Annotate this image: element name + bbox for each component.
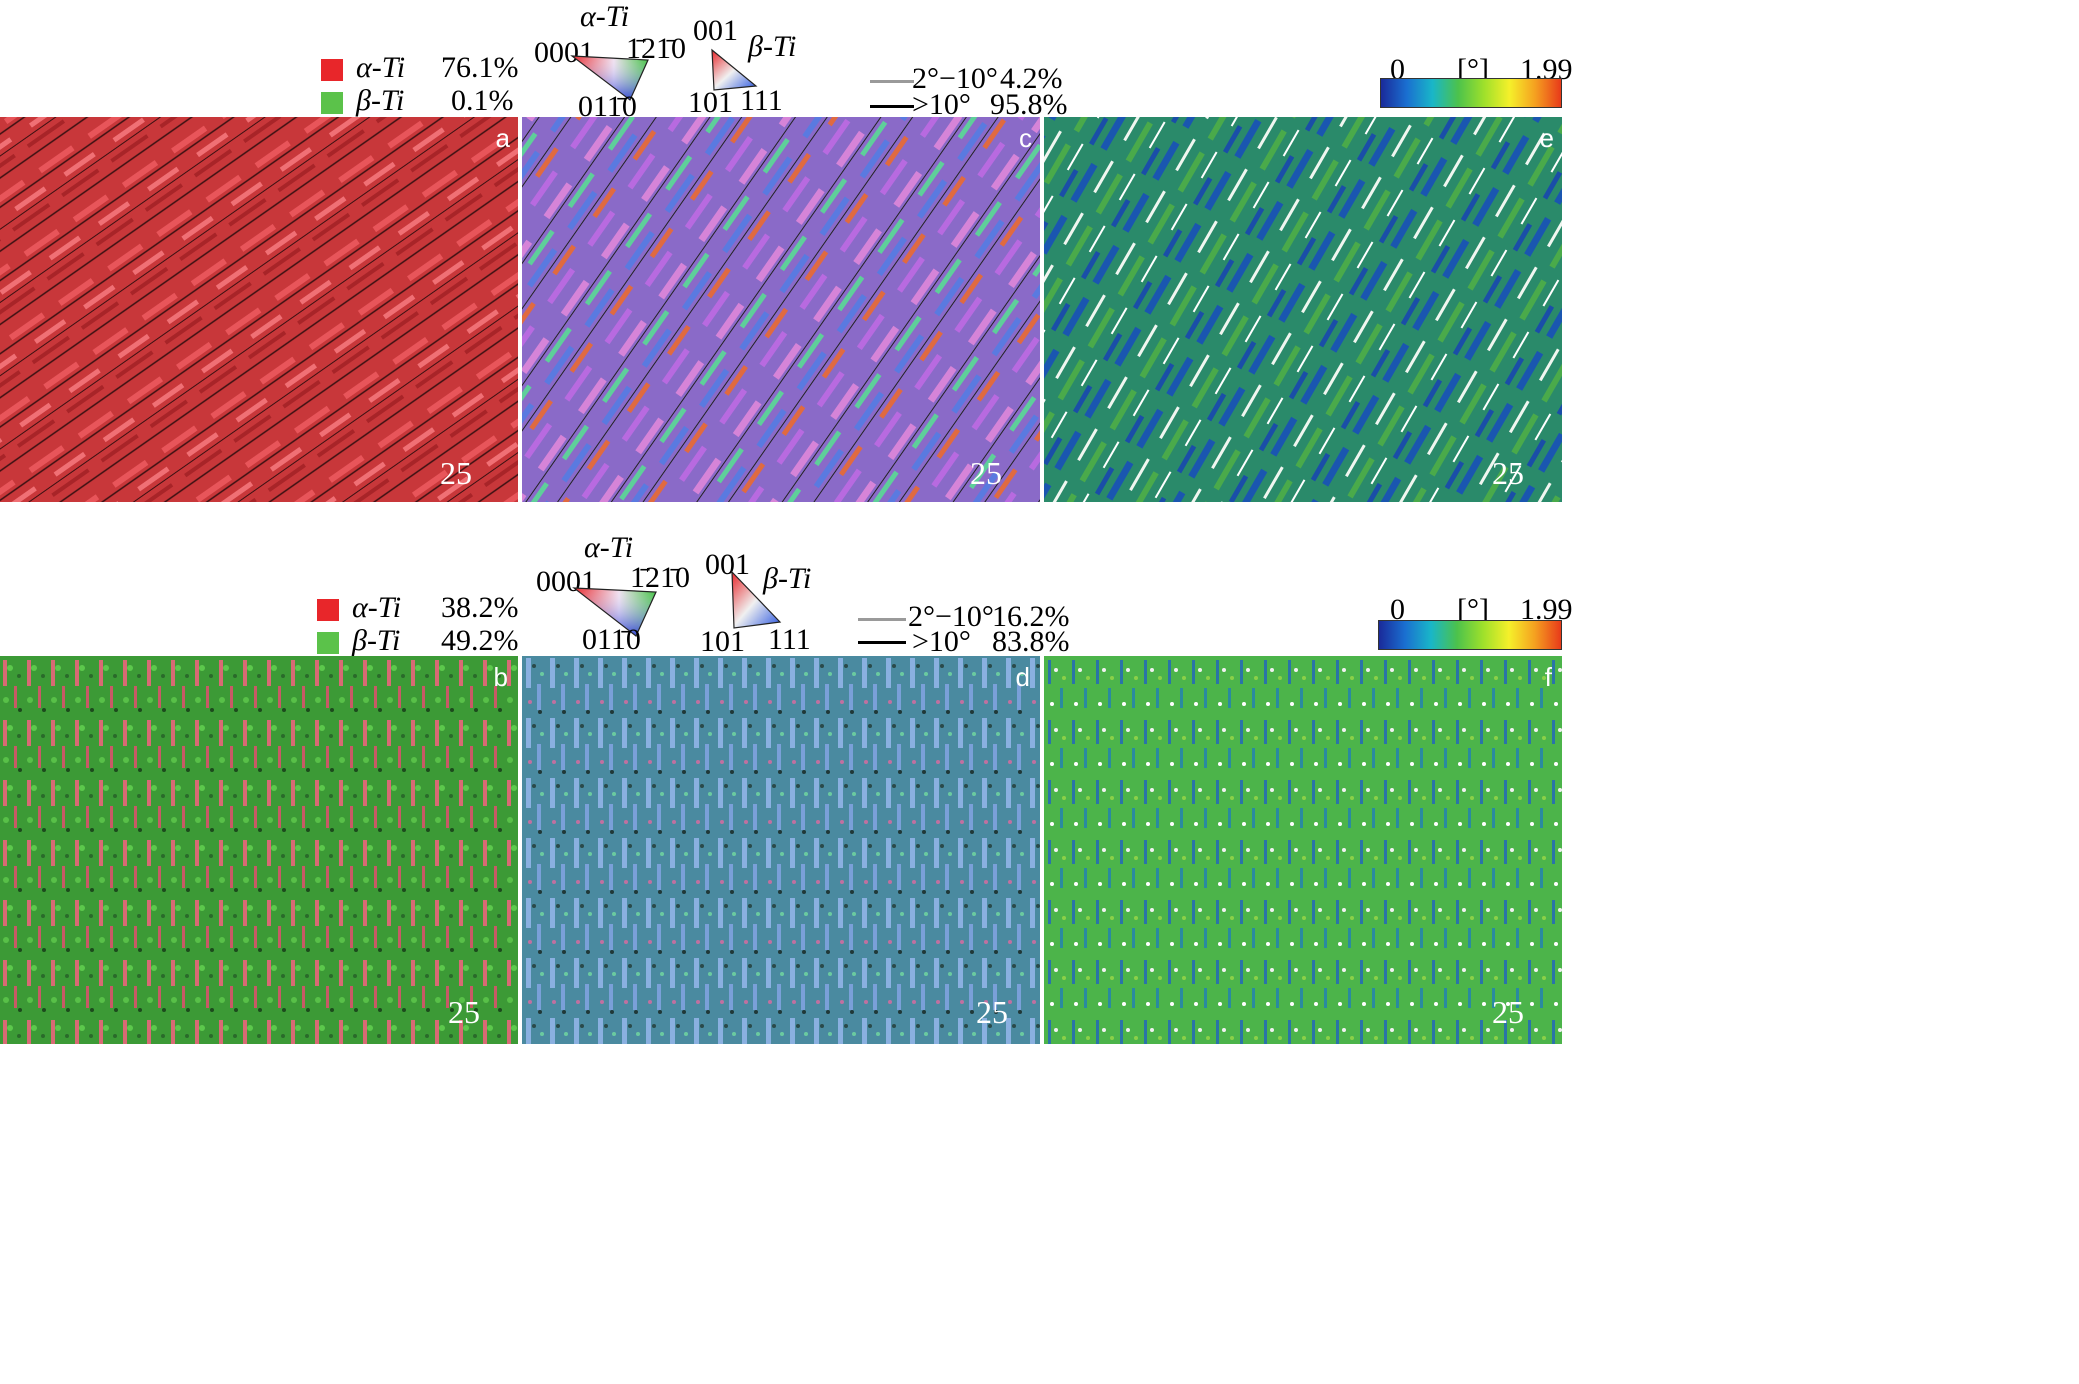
panel-a-phase-map: a 25 μm (0, 117, 518, 502)
boundary-low-range: 2°−10° (908, 600, 994, 633)
boundary-high-fraction: 95.8% (990, 88, 1068, 121)
panel-b-phase-map: b 25 μm (0, 656, 518, 1044)
phase-legend-beta-name: β-Ti (352, 624, 401, 657)
kam-min-label: 0 (1390, 53, 1405, 86)
ipf-alpha-title: α-Ti (584, 531, 634, 564)
ipf-alpha-title: α-Ti (580, 0, 630, 33)
boundary-high-fraction: 83.8% (992, 625, 1070, 658)
high-angle-boundary-sample (870, 105, 914, 108)
panel-label: b (493, 662, 508, 692)
scale-bar: 25 μm (946, 455, 1026, 502)
phase-legend-beta-name: β-Ti (356, 84, 405, 117)
low-angle-boundary-sample (858, 618, 906, 621)
boundary-high-range: >10° (912, 88, 971, 121)
panel-label: f (1544, 662, 1552, 692)
ipf-beta-title: β-Ti (748, 30, 797, 63)
scale-bar-label: 25 μm (435, 455, 477, 502)
beta-phase-swatch (317, 632, 339, 654)
panel-c-ipf-map: c 25 μm (522, 117, 1040, 502)
scale-bar: 25 μm (1468, 994, 1548, 1044)
kam-max-label: 1.99 (1520, 593, 1573, 626)
panel-label: c (1019, 123, 1032, 153)
phase-legend-alpha-fraction: 76.1% (441, 51, 519, 84)
panel-d-ipf-map: d 25 μm (522, 656, 1040, 1044)
panel-label: e (1539, 123, 1554, 153)
kam-unit-label: [°] (1457, 593, 1489, 626)
boundary-low-fraction: 4.2% (1000, 62, 1063, 95)
ipf-alpha-corner-0110: 011̄0 (578, 90, 637, 123)
ipf-beta-corner-001: 001 (705, 548, 750, 581)
kam-colorbar (1378, 620, 1562, 650)
ipf-beta-corner-101: 101 (700, 625, 745, 658)
phase-legend-beta-fraction: 49.2% (441, 624, 519, 657)
scale-bar-label: 25 μm (971, 994, 1013, 1044)
ipf-alpha-triangle (570, 55, 649, 101)
ipf-beta-corner-001: 001 (693, 14, 738, 47)
boundary-low-range: 2°−10° (912, 62, 998, 95)
scale-bar-label: 25 μm (443, 994, 485, 1044)
ipf-beta-triangle (731, 570, 782, 629)
phase-legend-alpha-name: α-Ti (352, 591, 402, 624)
ipf-beta-corner-111: 111 (740, 84, 783, 117)
scale-bar: 25 μm (416, 455, 496, 502)
alpha-phase-swatch (321, 59, 343, 81)
beta-phase-swatch (321, 92, 343, 114)
phase-legend-beta-fraction: 0.1% (451, 84, 514, 117)
kam-min-label: 0 (1390, 593, 1405, 626)
ipf-beta-corner-101: 101 (688, 86, 733, 119)
scale-bar-label: 25 μm (965, 455, 1007, 502)
ipf-alpha-corner-1210: 1̄21̄0 (630, 561, 690, 594)
panel-label: a (495, 123, 510, 153)
panel-e-kam-map: e 25 μm (1044, 117, 1562, 502)
kam-colorbar (1380, 78, 1562, 108)
scale-bar-label: 25 μm (1487, 994, 1529, 1044)
boundary-low-fraction: 16.2% (992, 600, 1070, 633)
ipf-beta-title: β-Ti (763, 562, 812, 595)
scale-bar-label: 25 μm (1487, 455, 1529, 502)
low-angle-boundary-sample (870, 80, 914, 83)
scale-bar: 25 μm (952, 994, 1032, 1044)
phase-legend-alpha-fraction: 38.2% (441, 591, 519, 624)
alpha-phase-swatch (317, 599, 339, 621)
ipf-beta-triangle (711, 48, 758, 91)
phase-legend-alpha-name: α-Ti (356, 51, 406, 84)
scale-bar: 25 μm (1468, 455, 1548, 502)
panel-label: d (1015, 662, 1030, 692)
ipf-alpha-corner-1210: 1̄21̄0 (626, 32, 686, 65)
ipf-alpha-corner-0110: 011̄0 (582, 623, 641, 656)
ipf-alpha-triangle (572, 587, 657, 637)
scale-bar: 25 μm (424, 994, 504, 1044)
boundary-high-range: >10° (912, 625, 971, 658)
panel-f-kam-map: f 25 μm (1044, 656, 1562, 1044)
ipf-beta-corner-111: 111 (768, 623, 811, 656)
high-angle-boundary-sample (858, 641, 906, 644)
